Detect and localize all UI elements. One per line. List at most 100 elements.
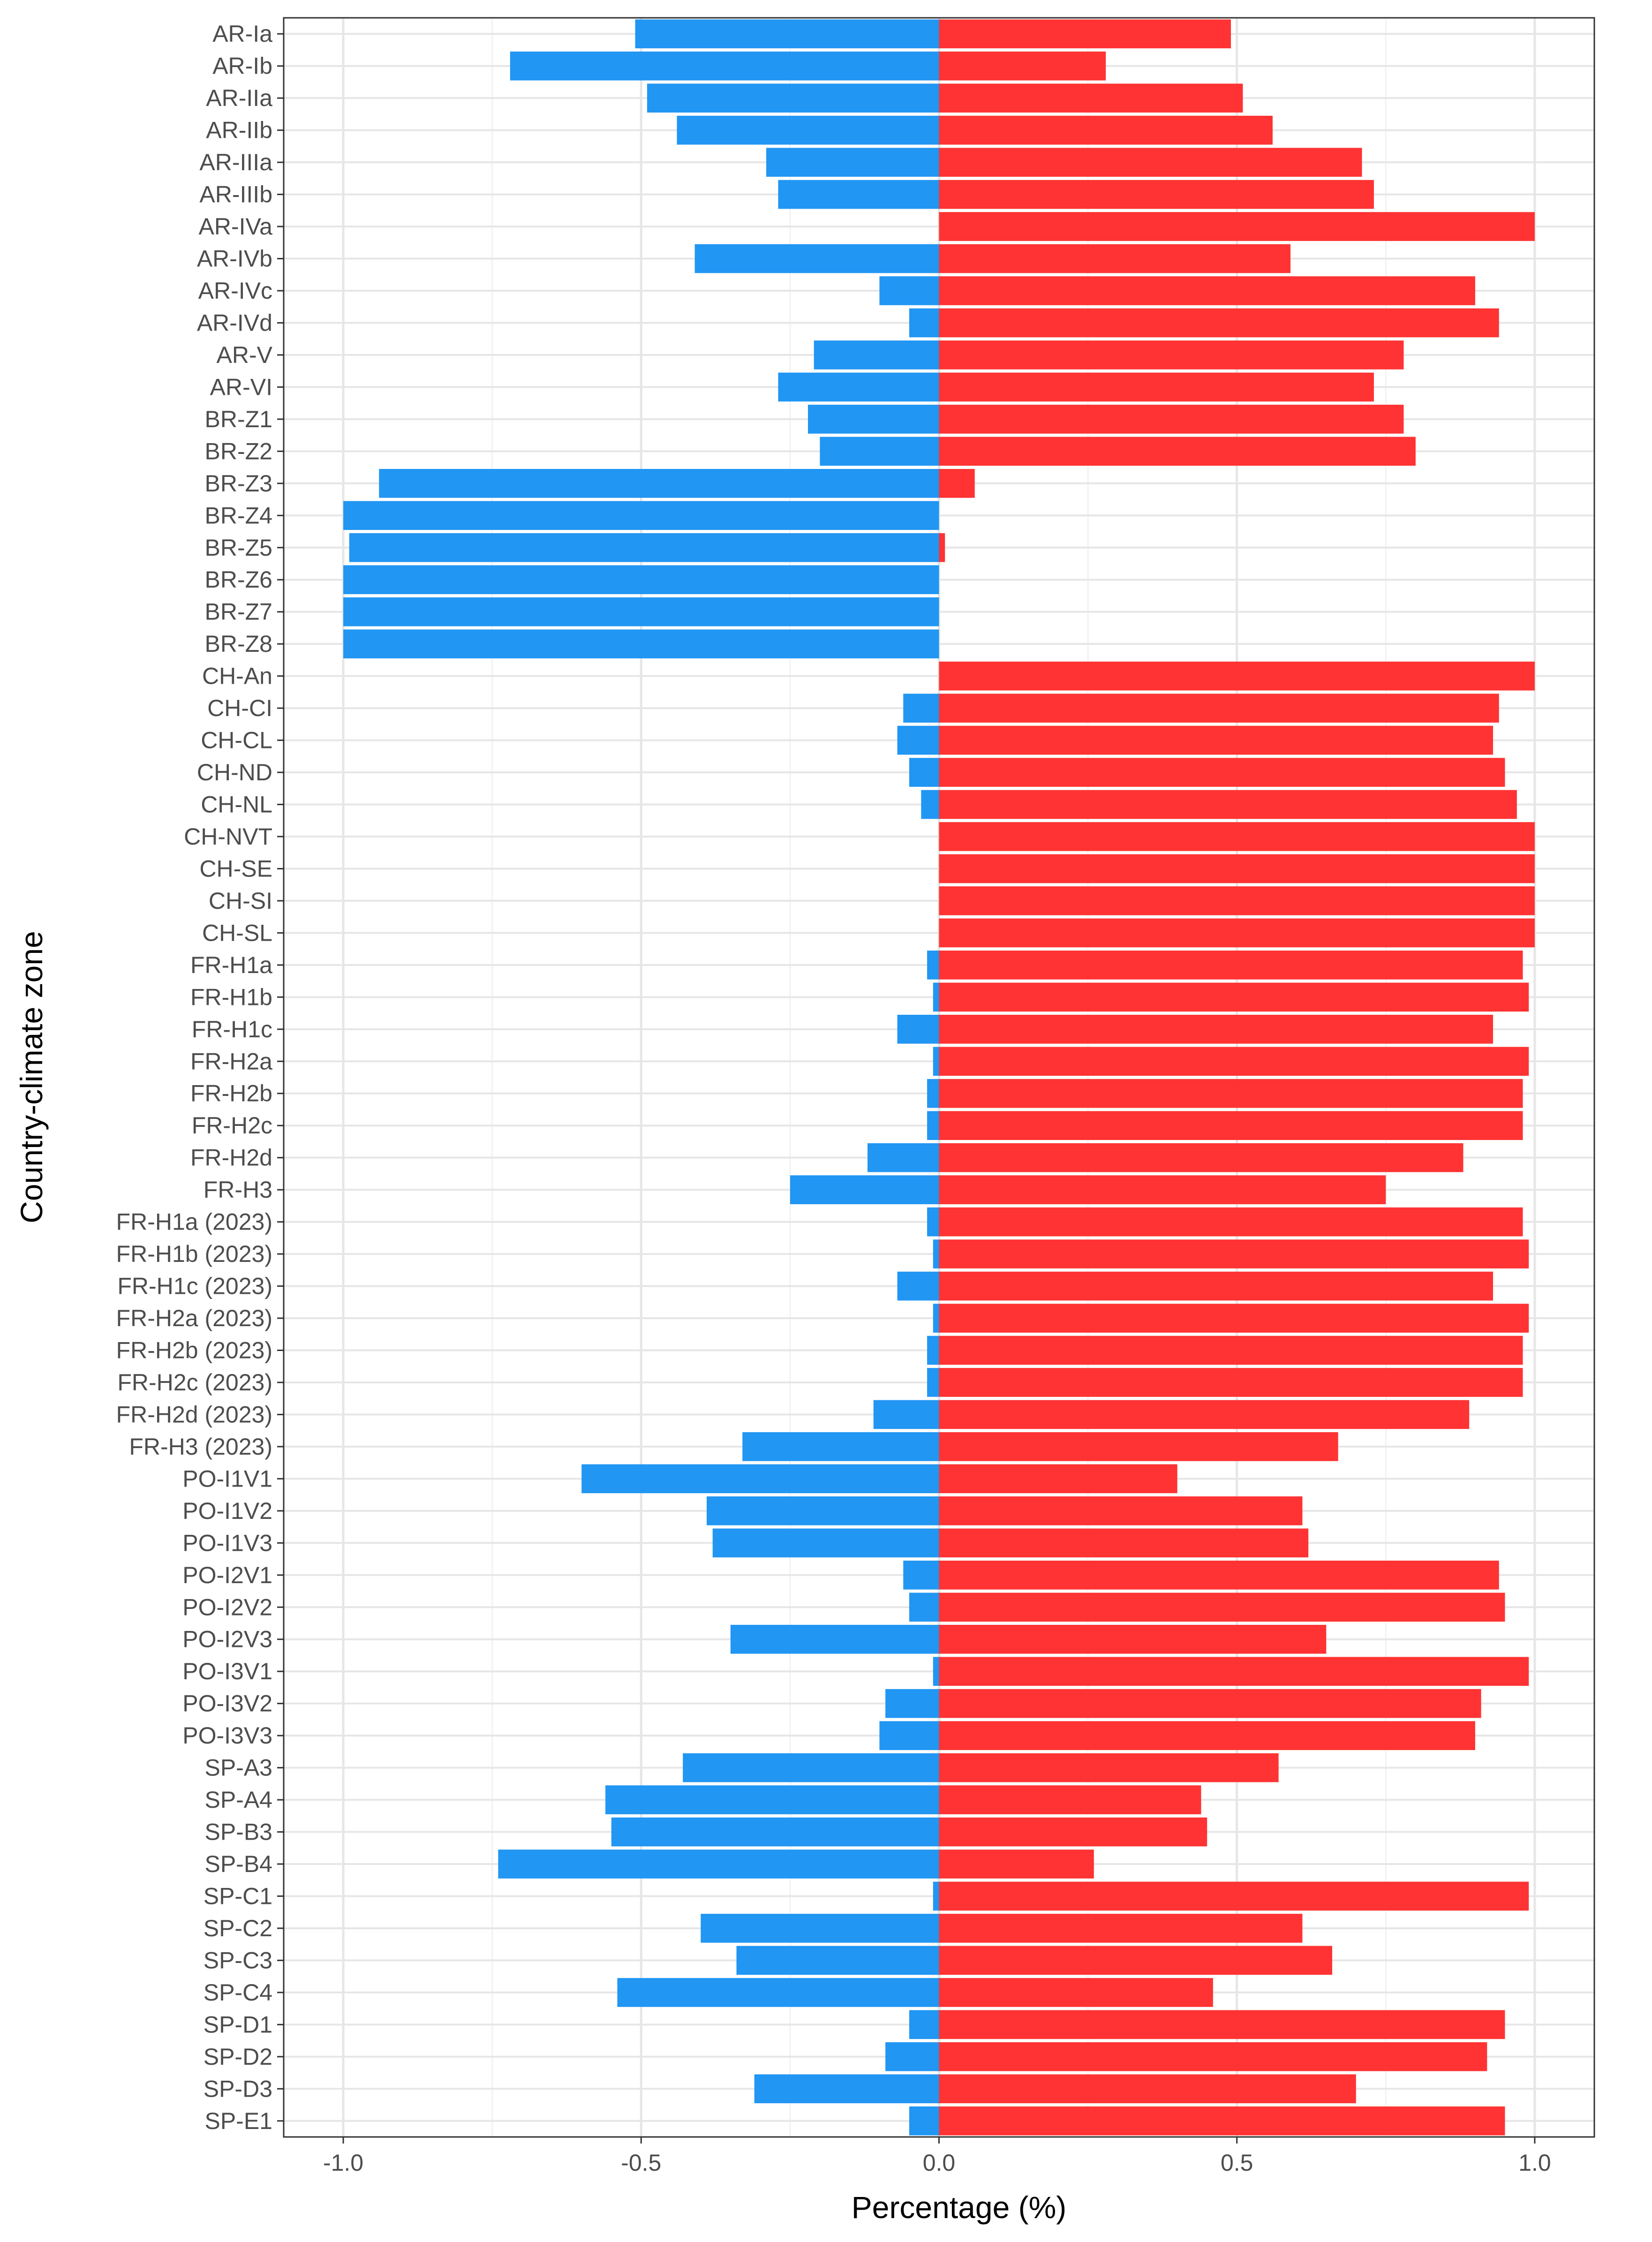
bar-positive-sp-d2 [939, 2042, 1487, 2071]
bar-positive-fr-h1a [939, 951, 1523, 980]
y-tick-label: SP-E1 [204, 2108, 272, 2134]
bar-positive-fr-h3-2023 [939, 1432, 1338, 1461]
bar-positive-ar-iiia [939, 148, 1362, 177]
bar-negative-br-z1 [808, 405, 939, 434]
y-tick-label: SP-C4 [204, 1979, 272, 2006]
bar-negative-po-i1v2 [707, 1496, 939, 1525]
bar-negative-ar-ivd [909, 308, 939, 338]
y-tick-label: CH-CL [201, 727, 272, 754]
y-tick-label: FR-H2d [190, 1145, 272, 1171]
bar-negative-sp-c2 [701, 1914, 939, 1943]
bar-negative-ch-ci [903, 694, 939, 723]
y-tick-label: PO-I3V1 [182, 1658, 272, 1684]
bar-positive-ar-ivc [939, 276, 1475, 305]
bar-negative-sp-d2 [885, 2042, 939, 2071]
y-tick-label: BR-Z4 [205, 502, 272, 528]
bar-positive-ar-ivd [939, 308, 1499, 338]
bar-marks [343, 19, 1535, 2136]
bar-positive-fr-h1a-2023 [939, 1207, 1523, 1237]
bar-positive-sp-a3 [939, 1753, 1279, 1782]
y-tick-label: FR-H1b (2023) [116, 1241, 272, 1267]
y-tick-label: AR-IIIb [199, 181, 272, 208]
y-tick-label: BR-Z6 [205, 566, 272, 593]
bar-negative-fr-h2b-2023 [927, 1336, 939, 1365]
bar-positive-ch-nvt [939, 822, 1535, 851]
y-tick-label: SP-A4 [204, 1787, 272, 1813]
y-tick-label: SP-B3 [204, 1819, 272, 1845]
bar-positive-ar-ia [939, 19, 1231, 49]
bar-negative-ar-iib [677, 115, 939, 145]
y-tick-label: BR-Z2 [205, 438, 272, 464]
bar-positive-ar-vi [939, 372, 1374, 402]
y-axis-title: Country-climate zone [14, 931, 49, 1223]
bar-negative-ar-ia [635, 19, 939, 49]
bar-positive-sp-a4 [939, 1785, 1201, 1814]
x-axis: -1.0 -0.5 0.0 0.5 1.0 [323, 2137, 1551, 2176]
bar-positive-sp-c1 [939, 1881, 1529, 1911]
bar-negative-fr-h1b [933, 982, 939, 1012]
bar-positive-br-z5 [939, 533, 945, 562]
y-tick-label: BR-Z5 [205, 535, 272, 561]
bar-positive-sp-e1 [939, 2106, 1505, 2136]
bar-positive-ch-an [939, 661, 1535, 691]
y-tick-label: AR-IIIa [199, 149, 272, 175]
x-tick-label: -0.5 [621, 2150, 661, 2176]
bar-negative-sp-c4 [617, 1978, 939, 2007]
bar-negative-fr-h2c [927, 1111, 939, 1140]
bar-positive-po-i2v2 [939, 1593, 1505, 1622]
bar-positive-ch-ci [939, 694, 1499, 723]
bar-positive-br-z2 [939, 437, 1416, 466]
bar-positive-fr-h1c [939, 1014, 1494, 1044]
bar-positive-po-i3v2 [939, 1689, 1481, 1718]
y-tick-label: FR-H2c (2023) [117, 1369, 272, 1396]
y-tick-label: FR-H2a [190, 1048, 272, 1074]
y-tick-label: CH-SE [199, 855, 272, 882]
bar-positive-ch-se [939, 854, 1535, 883]
bar-positive-ar-iiib [939, 180, 1374, 209]
bar-negative-sp-d3 [754, 2074, 939, 2104]
bar-negative-po-i2v3 [730, 1624, 939, 1654]
y-tick-label: CH-NL [201, 792, 272, 818]
y-tick-label: AR-Ia [212, 21, 272, 47]
bar-negative-po-i3v1 [933, 1657, 939, 1686]
bar-negative-ar-vi [778, 372, 939, 402]
bar-negative-fr-h2d [867, 1143, 939, 1172]
y-axis: AR-Ia AR-Ib AR-IIa AR-IIb AR-IIIa AR-IIIb AR-I… [116, 21, 284, 2134]
bar-positive-fr-h2d-2023 [939, 1400, 1470, 1429]
bar-negative-po-i3v2 [885, 1689, 939, 1718]
bar-positive-ar-iia [939, 83, 1243, 113]
y-tick-label: PO-I1V1 [182, 1465, 272, 1492]
y-tick-label: FR-H1c [192, 1016, 272, 1042]
bar-positive-fr-h2a-2023 [939, 1304, 1529, 1333]
y-tick-label: BR-Z3 [205, 470, 272, 497]
bar-positive-sp-c3 [939, 1946, 1332, 1975]
x-tick-label: -1.0 [323, 2150, 363, 2176]
bar-negative-po-i3v3 [879, 1721, 939, 1750]
bar-positive-ch-nd [939, 758, 1505, 787]
y-tick-label: PO-I2V1 [182, 1562, 272, 1588]
bar-positive-fr-h1b [939, 982, 1529, 1012]
bar-positive-fr-h2c [939, 1111, 1523, 1140]
y-tick-label: AR-VI [210, 374, 272, 400]
bar-positive-po-i1v1 [939, 1464, 1177, 1494]
bar-positive-ar-ivb [939, 244, 1291, 273]
bar-positive-fr-h3 [939, 1175, 1386, 1204]
bar-negative-br-z3 [379, 468, 939, 498]
y-tick-label: SP-C3 [204, 1947, 272, 1973]
bar-negative-ar-ib [510, 51, 939, 81]
y-tick-label: PO-I3V3 [182, 1722, 272, 1749]
bar-positive-fr-h1b-2023 [939, 1239, 1529, 1268]
bar-positive-sp-c2 [939, 1914, 1303, 1943]
x-tick-label: 0.5 [1221, 2150, 1253, 2176]
y-tick-label: AR-IVb [197, 246, 272, 272]
bar-negative-po-i2v1 [903, 1560, 939, 1590]
bar-negative-sp-c1 [933, 1881, 939, 1911]
y-tick-label: SP-C1 [204, 1883, 272, 1909]
bar-positive-br-z1 [939, 405, 1404, 434]
bar-negative-br-z2 [820, 437, 939, 466]
y-tick-label: PO-I2V2 [182, 1594, 272, 1620]
y-tick-label: PO-I1V3 [182, 1530, 272, 1556]
x-axis-title: Percentage (%) [852, 2190, 1067, 2225]
y-tick-label: SP-B4 [204, 1851, 272, 1877]
bar-negative-sp-a3 [683, 1753, 939, 1782]
